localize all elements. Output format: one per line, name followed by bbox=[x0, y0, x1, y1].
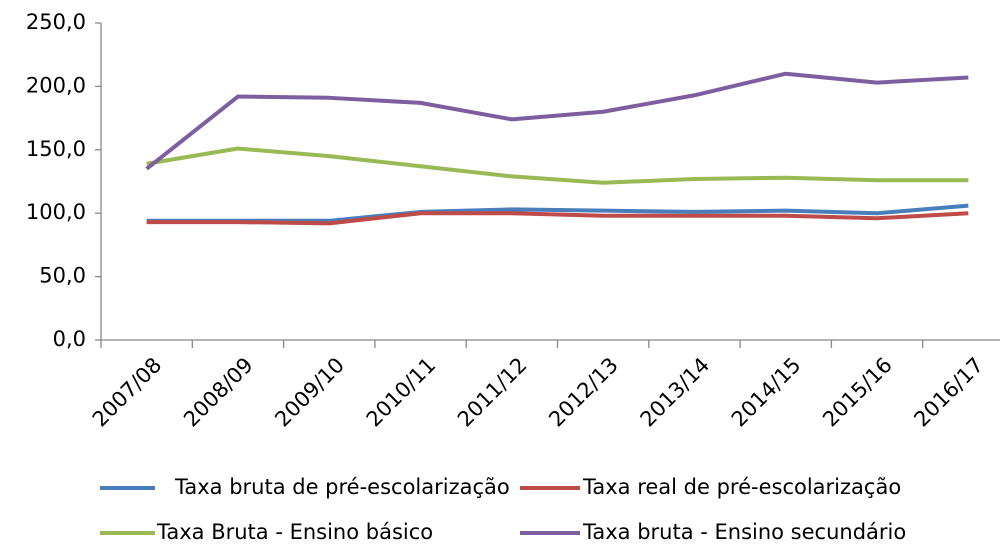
x-tick-label: 2016/17 bbox=[909, 353, 988, 432]
x-tick-label: 2011/12 bbox=[453, 353, 532, 432]
y-tick-label: 0,0 bbox=[53, 327, 86, 351]
series-line bbox=[145, 71, 969, 171]
x-tick-label: 2010/11 bbox=[362, 353, 441, 432]
y-tick-label: 150,0 bbox=[26, 137, 86, 161]
x-tick-label: 2008/09 bbox=[179, 353, 258, 432]
series-line bbox=[146, 211, 969, 226]
legend-label: Taxa bruta de pré-escolarização bbox=[174, 475, 510, 499]
y-tick-label: 250,0 bbox=[26, 10, 86, 34]
legend-label: Taxa bruta - Ensino secundário bbox=[582, 520, 906, 544]
y-tick-label: 100,0 bbox=[26, 200, 86, 224]
legend-label: Taxa Bruta - Ensino básico bbox=[156, 520, 433, 544]
series-line bbox=[146, 146, 969, 185]
legend-label: Taxa real de pré-escolarização bbox=[582, 475, 901, 499]
x-tick-label: 2012/13 bbox=[544, 353, 623, 432]
x-tick-label: 2014/15 bbox=[727, 353, 806, 432]
x-tick-label: 2015/16 bbox=[818, 353, 897, 432]
x-tick-label: 2013/14 bbox=[636, 353, 715, 432]
y-tick-label: 50,0 bbox=[39, 264, 86, 288]
x-tick-label: 2009/10 bbox=[270, 353, 349, 432]
y-tick-label: 200,0 bbox=[26, 73, 86, 97]
x-tick-label: 2007/08 bbox=[88, 353, 167, 432]
